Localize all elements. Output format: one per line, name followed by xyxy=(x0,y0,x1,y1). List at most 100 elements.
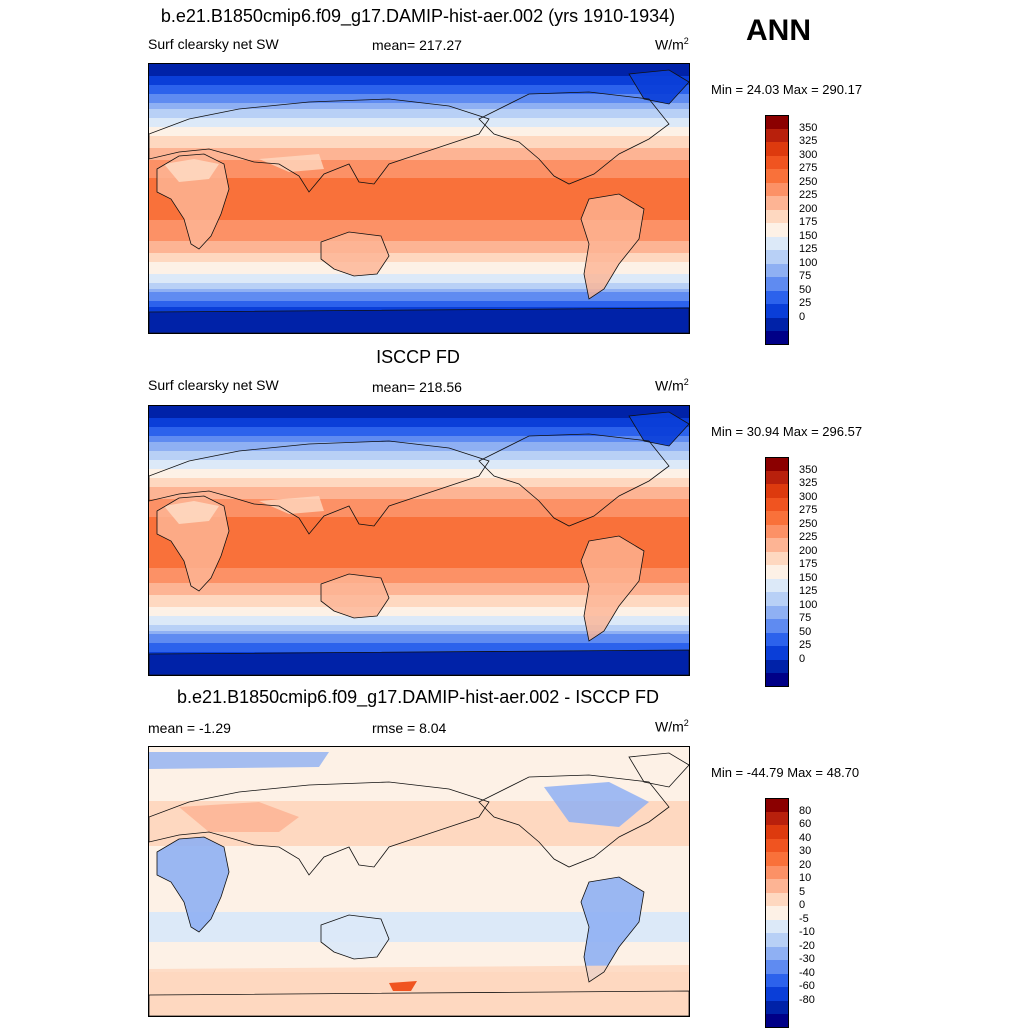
colorbar-swatch xyxy=(765,838,789,852)
colorbar-tick-label: 5 xyxy=(799,885,806,898)
colorbar-frame xyxy=(765,115,789,345)
colorbar-tick-label: 125 xyxy=(799,585,818,597)
colorbar-tick-label: 80 xyxy=(799,804,812,817)
colorbar-swatch xyxy=(765,290,789,304)
colorbar-swatch xyxy=(765,919,789,933)
colorbar-swatch xyxy=(765,565,789,579)
colorbar-swatch xyxy=(765,115,789,129)
panel-2-units: W/m2 xyxy=(655,377,689,394)
colorbar-tick-label: 225 xyxy=(799,189,818,201)
colorbar-swatch xyxy=(765,933,789,947)
panel-3-map xyxy=(148,746,690,1017)
colorbar-tick-label: -20 xyxy=(799,939,815,952)
colorbar-swatch xyxy=(765,223,789,237)
colorbar-swatch xyxy=(765,317,789,331)
colorbar-tick-label: 325 xyxy=(799,477,818,489)
colorbar-tick-label: 350 xyxy=(799,463,818,476)
colorbar-tick-label: 175 xyxy=(799,558,818,570)
colorbar-swatch xyxy=(765,605,789,619)
colorbar-swatch xyxy=(765,987,789,1001)
colorbar-tick-label: 125 xyxy=(799,243,818,255)
colorbar-swatch xyxy=(765,946,789,960)
colorbar-tick-label: 300 xyxy=(799,490,818,503)
colorbar-tick-label: 300 xyxy=(799,148,818,161)
colorbar-tick-label: -10 xyxy=(799,926,815,938)
panel-1-minmax: Min = 24.03 Max = 290.17 xyxy=(711,82,863,97)
colorbar-tick-label: -40 xyxy=(799,966,815,979)
colorbar-tick-label: 175 xyxy=(799,216,818,228)
colorbar-swatch xyxy=(765,960,789,974)
colorbar-swatch xyxy=(765,1000,789,1014)
panel-3-units: W/m2 xyxy=(655,718,689,735)
colorbar-tick-label: 250 xyxy=(799,517,818,530)
colorbar-swatch xyxy=(765,852,789,866)
colorbar-tick-label: -5 xyxy=(799,912,809,925)
colorbar-swatch xyxy=(765,538,789,552)
colorbar-swatch xyxy=(765,551,789,565)
colorbar-swatch xyxy=(765,304,789,318)
colorbar-swatch xyxy=(765,128,789,142)
colorbar-tick-label: 250 xyxy=(799,175,818,188)
colorbar-tick-label: 50 xyxy=(799,283,812,296)
panel-2-map xyxy=(148,405,690,676)
panel-3-title: b.e21.B1850cmip6.f09_g17.DAMIP-hist-aer.… xyxy=(177,687,659,707)
colorbar-tick-label: 0 xyxy=(799,899,806,911)
colorbar-swatch xyxy=(765,524,789,538)
colorbar-swatch xyxy=(765,811,789,825)
colorbar-tick-label: -80 xyxy=(799,993,815,1006)
colorbar-swatch xyxy=(765,263,789,277)
panel-2-minmax: Min = 30.94 Max = 296.57 xyxy=(711,424,863,439)
panel-2-mean-label: mean= 218.56 xyxy=(372,379,462,395)
colorbar-tick-label: 275 xyxy=(799,162,818,174)
panel-3-mean-label: mean = -1.29 xyxy=(148,720,231,736)
colorbar-tick-label: 20 xyxy=(799,858,812,871)
colorbar-tick-label: 40 xyxy=(799,831,812,844)
colorbar-swatch xyxy=(765,659,789,673)
colorbar-swatch xyxy=(765,457,789,471)
colorbar-swatch xyxy=(765,331,789,345)
colorbar-swatch xyxy=(765,798,789,812)
colorbar-tick-label: 60 xyxy=(799,818,812,830)
colorbar-swatch xyxy=(765,906,789,920)
colorbar-frame xyxy=(765,798,789,1028)
colorbar-swatch xyxy=(765,182,789,196)
colorbar-swatch xyxy=(765,578,789,592)
panel-1-mean-label: mean= 217.27 xyxy=(372,37,462,53)
colorbar-swatch xyxy=(765,879,789,893)
colorbar-swatch xyxy=(765,673,789,687)
panel-2-title: ISCCP FD xyxy=(376,347,460,367)
colorbar-tick-label: 0 xyxy=(799,310,806,323)
colorbar-swatch xyxy=(765,484,789,498)
colorbar-swatch xyxy=(765,632,789,646)
season-label: ANN xyxy=(746,14,811,47)
colorbar-tick-label: 10 xyxy=(799,872,812,884)
colorbar-tick-label: -60 xyxy=(799,980,815,992)
colorbar-tick-label: 25 xyxy=(799,297,812,309)
colorbar-tick-label: 0 xyxy=(799,652,806,665)
colorbar-tick-label: 100 xyxy=(799,256,818,269)
colorbar-swatch xyxy=(765,142,789,156)
colorbar-tick-label: 200 xyxy=(799,202,818,215)
colorbar-tick-label: 275 xyxy=(799,504,818,516)
panel-3-rmse-label: rmse = 8.04 xyxy=(372,720,447,736)
panel-1-units: W/m2 xyxy=(655,36,689,53)
colorbar-swatch xyxy=(765,470,789,484)
colorbar-swatch xyxy=(765,155,789,169)
colorbar-tick-label: 225 xyxy=(799,531,818,543)
colorbar-tick-label: 150 xyxy=(799,571,818,584)
colorbar-swatch xyxy=(765,236,789,250)
colorbar-swatch xyxy=(765,973,789,987)
colorbar-swatch xyxy=(765,169,789,183)
colorbar-swatch xyxy=(765,619,789,633)
panel-3-minmax: Min = -44.79 Max = 48.70 xyxy=(711,765,860,780)
panel-1-map xyxy=(148,63,690,334)
colorbar-tick-label: 50 xyxy=(799,625,812,638)
colorbar-tick-label: 25 xyxy=(799,639,812,651)
colorbar-swatch xyxy=(765,865,789,879)
colorbar-frame xyxy=(765,457,789,687)
colorbar-tick-label: 30 xyxy=(799,845,812,857)
colorbar-tick-label: 150 xyxy=(799,229,818,242)
colorbar-tick-label: 75 xyxy=(799,270,812,282)
colorbar-tick-label: 325 xyxy=(799,135,818,147)
colorbar-swatch xyxy=(765,209,789,223)
